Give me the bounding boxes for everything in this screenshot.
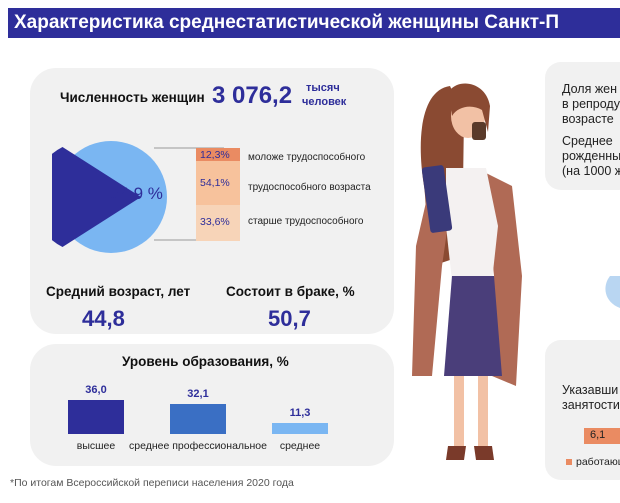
- right-top-line6: (на 1000 ж: [562, 164, 620, 178]
- education-bar: [170, 404, 226, 434]
- education-bar-category: высшее: [76, 440, 116, 452]
- population-value: 3 076,2: [212, 82, 293, 109]
- age-segment-old: [196, 205, 240, 241]
- age-pie-chart: [52, 141, 167, 253]
- age-label-working: трудоспособного возраста: [248, 182, 371, 193]
- age-value-working: 54,1%: [200, 177, 230, 189]
- education-bar-category: среднее профессиональное: [129, 440, 267, 452]
- education-bar-value: 36,0: [85, 384, 107, 396]
- avg-age-label: Средний возраст, лет: [46, 284, 191, 299]
- pie-slice-minor: [52, 147, 141, 247]
- education-bar: [68, 400, 124, 434]
- right-bottom-line1: Указавши: [562, 383, 619, 397]
- education-card: Уровень образования, % 36,0 высшее 32,1 сре…: [30, 344, 394, 466]
- education-title: Уровень образования, %: [122, 354, 289, 369]
- education-bar: [272, 423, 328, 434]
- avg-age-value: 44,8: [82, 306, 125, 331]
- age-label-old: старше трудоспособного: [248, 216, 364, 227]
- right-top-line5: рожденны: [562, 149, 620, 163]
- right-top-line1: Доля жен: [562, 82, 618, 96]
- age-value-young: 12,3%: [200, 149, 230, 161]
- employment-value: 6,1: [590, 429, 606, 441]
- right-top-line2: в репроду: [562, 97, 620, 111]
- age-segment-young: [196, 148, 240, 161]
- population-unit-2: человек: [302, 96, 347, 108]
- decorative-shape: [605, 276, 620, 308]
- age-label-young: моложе трудоспособного: [248, 152, 366, 163]
- education-bar-value: 32,1: [187, 388, 209, 400]
- right-top-line4: Среднее: [562, 134, 613, 148]
- population-unit-1: тысяч: [306, 82, 340, 94]
- right-bottom-line2: занятости: [562, 398, 620, 412]
- education-bar-value: 11,3: [289, 407, 311, 419]
- education-chart: 36,0 высшее 32,1 среднее профессиональное 11…: [30, 344, 394, 466]
- pie-label: 54,9 %: [110, 184, 163, 203]
- footnote: *По итогам Всероссийской переписи населе…: [10, 477, 294, 489]
- married-label: Состоит в браке, %: [226, 284, 355, 299]
- reproductive-card: [545, 62, 620, 190]
- employment-legend: работающ: [576, 456, 620, 468]
- population-label: Численность женщин: [60, 90, 205, 105]
- woman-illustration: [412, 83, 522, 460]
- employment-legend-swatch: [566, 459, 572, 465]
- page-title: Характеристика среднестатистической женщ…: [8, 8, 620, 38]
- age-value-old: 33,6%: [200, 216, 230, 228]
- employment-card: [545, 340, 620, 480]
- married-value: 50,7: [268, 306, 311, 331]
- right-top-line3: возрасте: [562, 112, 614, 126]
- main-stats-card: Численность женщин 3 076,2 тысяч человек…: [30, 68, 394, 334]
- age-segment-working: [196, 161, 240, 205]
- employment-bar: [584, 428, 620, 444]
- education-bar-category: среднее: [279, 440, 321, 452]
